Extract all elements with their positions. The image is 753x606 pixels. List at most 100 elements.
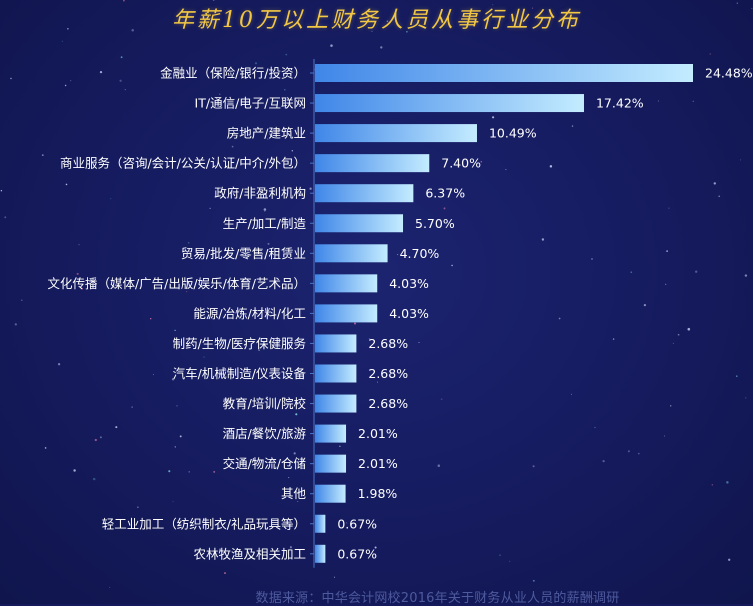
bar — [315, 304, 378, 323]
star — [137, 506, 139, 508]
star — [99, 70, 103, 74]
star — [254, 62, 258, 65]
star — [168, 470, 171, 473]
data-label: 17.42% — [596, 96, 644, 111]
star — [711, 484, 714, 486]
star — [374, 546, 377, 549]
star — [330, 44, 333, 47]
category-label: 能源/冶炼/材料/化工 — [193, 306, 306, 321]
data-label: 0.67% — [337, 546, 377, 561]
star — [188, 471, 190, 473]
star — [744, 274, 748, 277]
data-label: 7.40% — [441, 156, 481, 171]
data-label: 6.37% — [425, 186, 465, 201]
star — [531, 7, 534, 9]
star — [612, 338, 615, 340]
star — [4, 216, 7, 219]
star — [418, 341, 420, 344]
star — [209, 207, 211, 210]
star — [110, 198, 112, 200]
star — [224, 572, 226, 575]
star — [695, 270, 698, 273]
star — [264, 210, 266, 212]
star — [532, 579, 535, 582]
star — [288, 477, 290, 479]
star — [0, 190, 3, 192]
star — [284, 89, 286, 91]
star — [65, 183, 68, 186]
data-label: 5.70% — [415, 216, 455, 231]
star — [186, 291, 188, 293]
bar — [315, 424, 347, 443]
category-label: 贸易/批发/零售/租赁业 — [181, 246, 306, 261]
category-label: 农林牧渔及相关加工 — [193, 546, 306, 561]
star — [267, 138, 269, 140]
star — [658, 100, 659, 102]
star — [437, 464, 441, 467]
star — [115, 426, 118, 429]
star — [709, 53, 711, 55]
category-label: 其他 — [281, 486, 307, 501]
star — [212, 0, 215, 1]
star — [73, 469, 76, 472]
star — [94, 438, 97, 442]
data-label: 4.70% — [400, 246, 440, 261]
star — [371, 30, 373, 33]
star — [92, 477, 96, 481]
star — [499, 554, 501, 556]
star — [443, 207, 446, 210]
data-label: 2.68% — [368, 366, 408, 381]
star — [220, 74, 222, 76]
bar — [315, 94, 584, 113]
star — [131, 28, 134, 32]
star — [492, 4, 494, 6]
star — [353, 322, 357, 325]
star — [740, 159, 742, 161]
star — [14, 323, 17, 326]
star — [677, 333, 680, 336]
star — [265, 193, 267, 195]
star — [571, 125, 574, 127]
star — [295, 413, 298, 416]
star — [70, 80, 72, 82]
category-label: 教育/培训/院校 — [223, 396, 307, 411]
star — [41, 154, 44, 156]
star — [672, 342, 674, 344]
bar — [315, 214, 404, 233]
star — [751, 8, 753, 10]
star — [371, 16, 374, 19]
data-label: 2.68% — [368, 396, 408, 411]
category-label: 生产/加工/制造 — [223, 216, 307, 231]
star — [480, 161, 483, 163]
bar — [315, 454, 347, 473]
category-label: 汽车/机械制造/仪表设备 — [173, 366, 307, 381]
star — [78, 244, 80, 246]
star — [289, 546, 292, 549]
star — [726, 481, 729, 484]
star — [558, 317, 561, 320]
star — [231, 145, 234, 148]
star — [119, 79, 122, 82]
star — [491, 116, 495, 119]
bar — [315, 64, 693, 82]
data-label: 0.67% — [337, 516, 377, 531]
category-label: 轻工业加工（纺织制衣/礼品玩具等） — [102, 516, 306, 531]
star — [368, 338, 370, 340]
star — [10, 77, 12, 80]
star — [285, 53, 288, 56]
star — [532, 465, 535, 468]
star — [152, 374, 154, 376]
bar — [315, 334, 357, 353]
star — [44, 447, 47, 449]
category-label: 商业服务（咨询/会计/公关/认证/中介/外包） — [60, 156, 306, 171]
star — [333, 576, 336, 578]
star — [57, 363, 61, 366]
star — [692, 100, 694, 102]
star — [346, 522, 348, 524]
star — [203, 356, 205, 358]
star — [745, 397, 747, 399]
star — [505, 169, 507, 171]
star — [665, 283, 667, 285]
star — [219, 93, 221, 95]
star — [150, 318, 152, 320]
